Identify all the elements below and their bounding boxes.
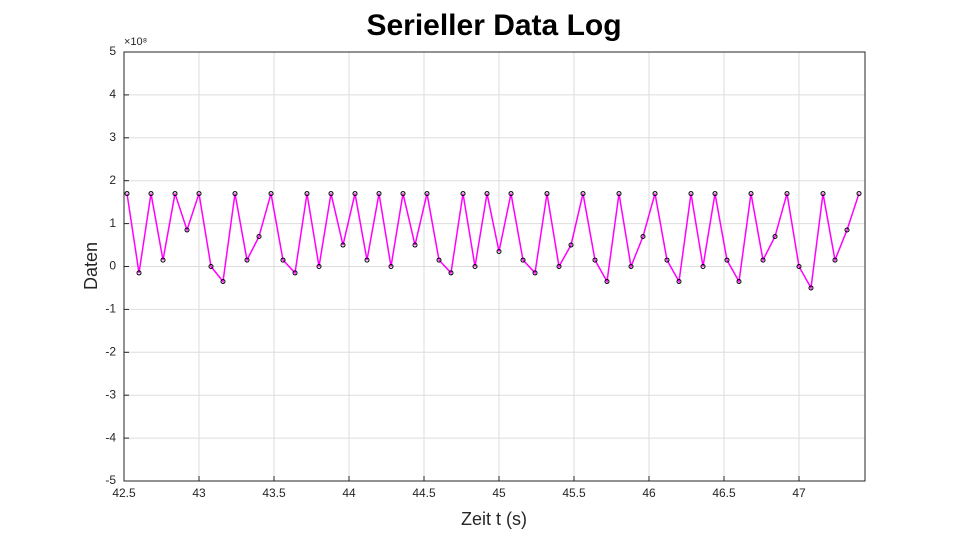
data-point <box>340 242 346 248</box>
data-point <box>712 191 718 197</box>
data-point <box>724 257 730 263</box>
x-tick-label: 44 <box>342 486 356 500</box>
y-tick-label: -2 <box>105 344 116 358</box>
data-point <box>376 191 382 197</box>
data-point <box>784 191 790 197</box>
data-point <box>280 257 286 263</box>
data-point <box>460 191 466 197</box>
data-point <box>244 257 250 263</box>
x-tick-label: 46 <box>642 486 656 500</box>
data-point <box>292 270 298 276</box>
y-tick-label: -1 <box>105 302 116 316</box>
y-tick-label: 4 <box>109 87 116 101</box>
data-point <box>676 279 682 285</box>
data-point <box>484 191 490 197</box>
data-point <box>400 191 406 197</box>
data-point <box>172 191 178 197</box>
data-point <box>640 233 646 239</box>
y-tick-label: 5 <box>109 44 116 58</box>
y-tick-label: -5 <box>105 473 116 487</box>
data-point <box>832 257 838 263</box>
x-tick-label: 46.5 <box>712 486 736 500</box>
data-point <box>508 191 514 197</box>
data-point <box>304 191 310 197</box>
data-point <box>124 191 130 197</box>
data-point <box>688 191 694 197</box>
data-point <box>652 191 658 197</box>
data-point <box>736 279 742 285</box>
chart-title: Serieller Data Log <box>366 9 621 42</box>
y-exponent: ×10⁸ <box>124 36 147 48</box>
y-axis-label: Daten <box>81 242 101 290</box>
data-point <box>412 242 418 248</box>
data-point <box>604 279 610 285</box>
data-point <box>148 191 154 197</box>
y-tick-label: 3 <box>109 130 116 144</box>
data-point <box>232 191 238 197</box>
data-point <box>316 264 322 269</box>
data-point <box>160 257 166 263</box>
data-point <box>532 270 538 276</box>
data-point <box>256 233 262 239</box>
data-point <box>556 264 562 269</box>
x-axis-label: Zeit t (s) <box>461 509 527 529</box>
y-tick-label: 2 <box>109 173 116 187</box>
y-tick-label: -3 <box>105 387 116 401</box>
x-tick-label: 42.5 <box>112 486 136 500</box>
data-point <box>352 191 358 197</box>
data-point <box>220 279 226 285</box>
data-point <box>328 191 334 197</box>
data-point <box>364 257 370 263</box>
data-point <box>388 264 394 269</box>
data-point <box>424 191 430 197</box>
data-point <box>844 227 850 233</box>
data-point <box>592 257 598 263</box>
data-point <box>136 270 142 276</box>
data-point <box>772 233 778 239</box>
x-tick-label: 44.5 <box>412 486 436 500</box>
data-point <box>700 264 706 269</box>
data-point <box>436 257 442 263</box>
data-point <box>544 191 550 197</box>
data-point <box>820 191 826 197</box>
data-point <box>856 191 862 197</box>
data-point <box>760 257 766 263</box>
plot-frame <box>123 51 866 482</box>
data-point <box>580 191 586 197</box>
data-point <box>208 264 214 269</box>
data-point <box>268 191 274 197</box>
data-point <box>472 264 478 269</box>
x-tick-label: 43.5 <box>262 486 286 500</box>
data-point <box>616 191 622 197</box>
y-tick-label: 0 <box>109 259 116 273</box>
x-tick-label: 47 <box>792 486 806 500</box>
x-tick-label: 45.5 <box>562 486 586 500</box>
data-point <box>796 264 802 269</box>
data-point <box>568 242 574 248</box>
x-tick-label: 43 <box>192 486 206 500</box>
data-line <box>126 193 860 291</box>
data-point <box>184 227 190 233</box>
data-point <box>748 191 754 197</box>
x-tick-label: 45 <box>492 486 506 500</box>
data-point <box>628 264 634 269</box>
data-point <box>808 285 814 291</box>
data-point <box>496 248 502 254</box>
y-tick-label: -4 <box>105 430 116 444</box>
data-point <box>196 191 202 197</box>
data-point <box>448 270 454 276</box>
data-point <box>520 257 526 263</box>
data-point <box>664 257 670 263</box>
y-tick-label: 1 <box>109 216 116 230</box>
